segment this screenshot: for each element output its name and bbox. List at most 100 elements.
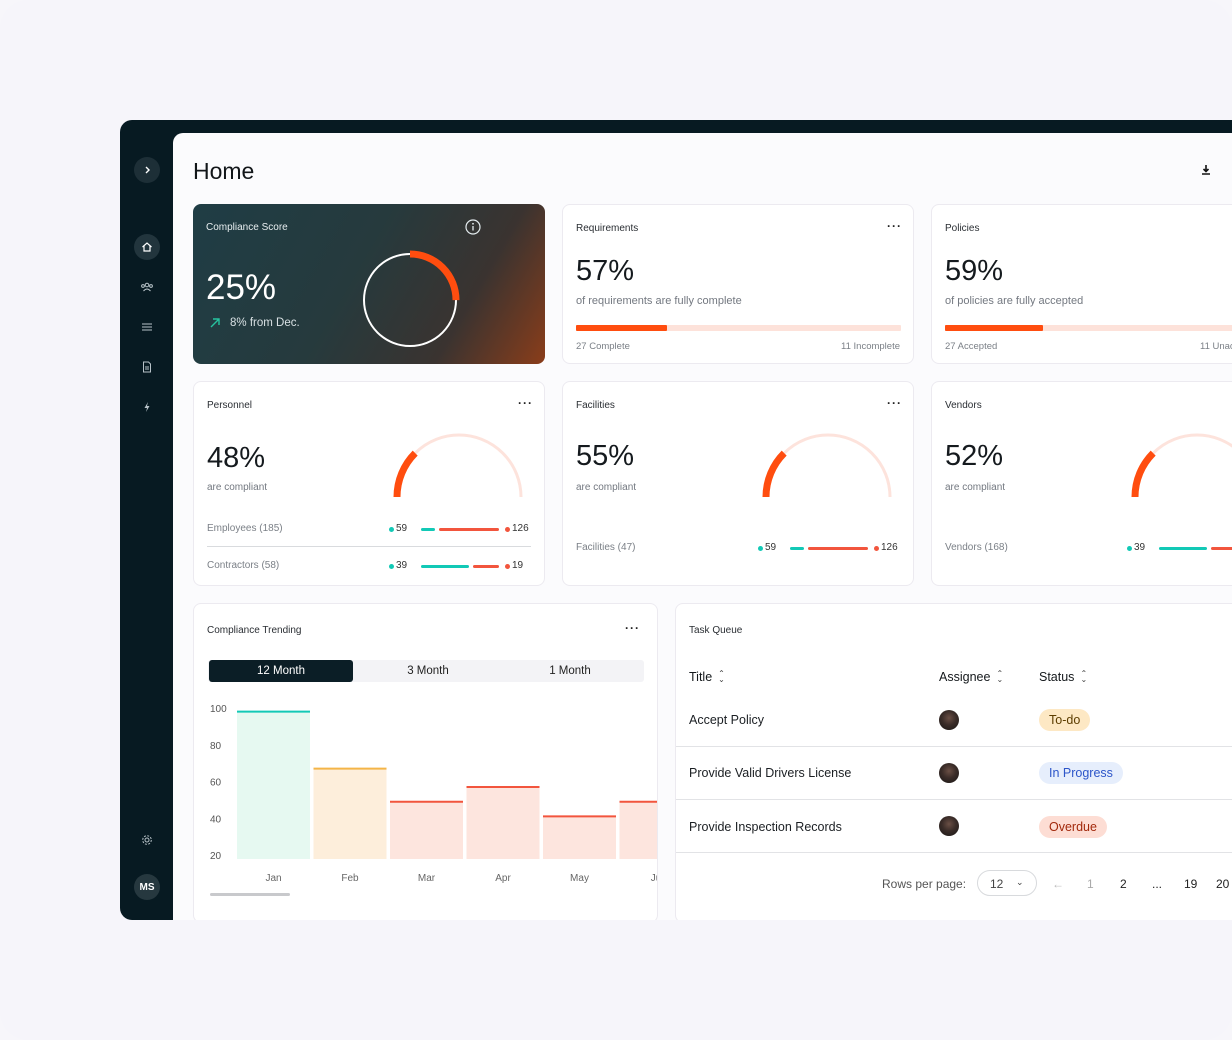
incomplete-count: 11 Incomplete (841, 341, 900, 352)
policies-progress (945, 325, 1232, 331)
gauge-fill (762, 432, 894, 498)
column-header-status[interactable]: Status ⌃ ⌄ (1039, 669, 1088, 685)
personnel-card: Personnel ··· 48% are compliant Employee… (193, 381, 545, 586)
requirements-card: Requirements ··· 57% of requirements are… (562, 204, 914, 364)
list-icon (142, 323, 152, 331)
prev-page-arrow-icon[interactable]: ← (1052, 877, 1064, 891)
chevron-right-icon (145, 166, 150, 174)
sort-icon: ⌃ ⌄ (1080, 669, 1088, 684)
column-label: Title (689, 670, 713, 684)
y-tick-label: 20 (210, 851, 222, 862)
card-title: Personnel (207, 400, 253, 411)
download-icon (1202, 165, 1210, 175)
vendors-value: 52% (945, 440, 1004, 472)
compliant-dot (389, 527, 394, 532)
row-label: Employees (185) (207, 523, 283, 534)
period-tabs: 12 Month 3 Month 1 Month (208, 660, 644, 682)
card-title: Facilities (576, 400, 615, 411)
task-title: Accept Policy (689, 713, 765, 727)
more-options-icon[interactable]: ··· (625, 621, 640, 635)
facilities-card: Facilities ··· 55% are compliant Facilit… (562, 381, 914, 586)
chevron-down-icon: ⌄ (1016, 877, 1024, 887)
x-tick-label: May (570, 873, 589, 884)
sidebar-toggle-button[interactable] (134, 157, 160, 183)
select-value: 12 (990, 877, 1004, 891)
column-header-assignee[interactable]: Assignee ⌃ ⌄ (939, 670, 1003, 685)
main-content: Home Compliance Score 25% 8% from Dec. R… (173, 133, 1232, 920)
bar[interactable] (466, 787, 540, 859)
requirements-progress (576, 325, 901, 331)
contractors-row: Contractors (58) 39 19 (207, 557, 531, 575)
page-2[interactable]: 2 (1120, 877, 1127, 891)
chart-scrollbar[interactable] (210, 893, 290, 896)
tab-12-month[interactable]: 12 Month (209, 660, 353, 682)
accepted-count: 27 Accepted (945, 341, 998, 352)
lightning-icon (144, 402, 150, 412)
info-icon[interactable] (465, 219, 481, 235)
facilities-value: 55% (576, 440, 635, 472)
user-avatar[interactable]: MS (134, 874, 160, 900)
sidebar-item-automation[interactable] (134, 394, 160, 420)
column-label: Assignee (939, 670, 991, 684)
more-options-icon[interactable]: ··· (887, 219, 902, 233)
bar[interactable] (237, 711, 310, 859)
x-tick-label: Jan (265, 873, 281, 884)
facilities-subtitle: are compliant (576, 482, 637, 493)
download-button[interactable] (1199, 163, 1213, 177)
vendors-gauge (1131, 432, 1232, 498)
avatar[interactable] (939, 763, 959, 783)
policies-card: Policies 59% of policies are fully accep… (931, 204, 1232, 364)
compliant-count: 59 (765, 542, 777, 553)
score-arc (360, 250, 460, 350)
noncompliant-bar (473, 565, 499, 568)
column-label: Status (1039, 670, 1075, 684)
page-20[interactable]: 20 (1216, 877, 1230, 891)
more-options-icon[interactable]: ··· (887, 396, 902, 410)
task-queue-card: Task Queue Title ⌃ ⌄ Assignee ⌃ ⌄ Status ⌃… (675, 603, 1232, 920)
compliant-bar (421, 528, 435, 531)
requirements-value: 57% (576, 255, 635, 287)
sidebar-item-list[interactable] (134, 314, 160, 340)
bar[interactable] (313, 768, 387, 859)
compliant-bar (790, 547, 804, 550)
x-tick-label: Ju (651, 873, 658, 884)
card-title: Policies (945, 223, 980, 234)
gauge-fill (1131, 432, 1232, 498)
sidebar-item-people[interactable] (134, 274, 160, 300)
tab-1-month[interactable]: 1 Month (549, 665, 591, 677)
noncompliant-dot (505, 564, 510, 569)
card-title: Compliance Score (206, 222, 288, 233)
x-tick-label: Apr (495, 873, 511, 884)
sidebar-item-documents[interactable] (134, 354, 160, 380)
personnel-gauge (393, 432, 525, 498)
progress-fill (576, 325, 667, 331)
home-icon (142, 242, 152, 252)
trend-up-icon (209, 316, 221, 334)
task-title: Provide Inspection Records (689, 820, 842, 834)
bar[interactable] (543, 816, 616, 859)
sidebar-item-home[interactable] (134, 234, 160, 260)
rows-per-page-select[interactable]: 12 ⌄ (977, 870, 1037, 896)
bar[interactable] (390, 801, 463, 859)
rows-per-page-label: Rows per page: (882, 877, 967, 891)
noncompliant-bar (439, 528, 499, 531)
x-tick-label: Mar (418, 873, 436, 884)
row-label: Facilities (47) (576, 542, 636, 553)
page-1[interactable]: 1 (1087, 877, 1094, 891)
status-badge: In Progress (1039, 762, 1123, 784)
page-19[interactable]: 19 (1184, 877, 1198, 891)
bar-chart-svg: 100 80 60 40 20 Jan Feb Mar Apr May Ju (210, 704, 659, 884)
x-tick-label: Feb (341, 873, 359, 884)
row-divider (676, 799, 1232, 800)
column-header-title[interactable]: Title ⌃ ⌄ (689, 670, 725, 685)
avatar[interactable] (939, 710, 959, 730)
task-title: Provide Valid Drivers License (689, 766, 852, 780)
score-trend: 8% from Dec. (230, 317, 300, 329)
tab-3-month[interactable]: 3 Month (407, 665, 449, 677)
bar[interactable] (619, 801, 659, 859)
sidebar-item-settings[interactable] (134, 827, 160, 853)
avatar[interactable] (939, 816, 959, 836)
more-options-icon[interactable]: ··· (518, 396, 533, 410)
status-badge: To-do (1039, 709, 1091, 731)
row-divider (676, 746, 1232, 747)
